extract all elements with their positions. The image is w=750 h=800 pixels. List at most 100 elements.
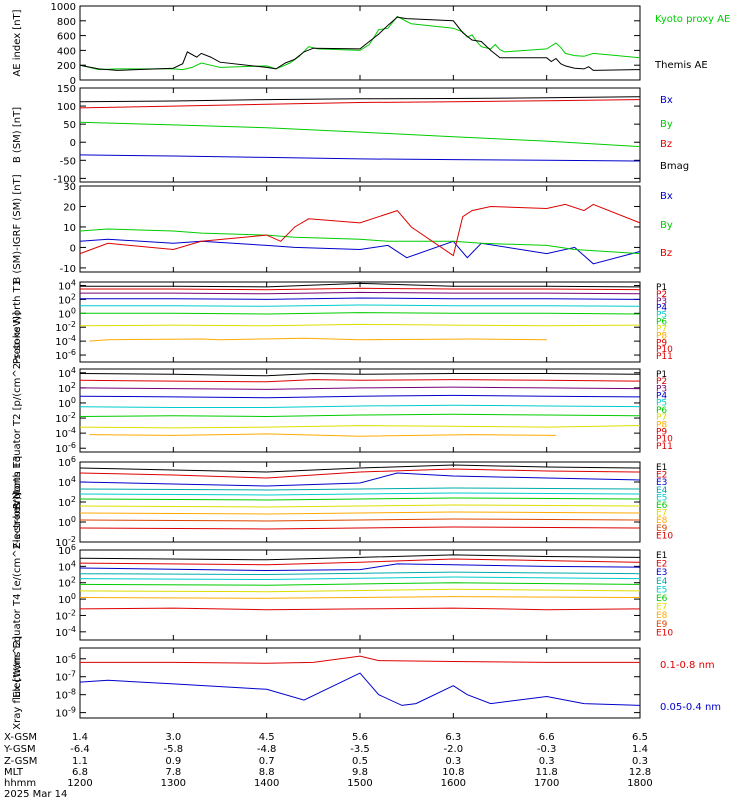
ephemeris-value: 1200 xyxy=(67,778,92,789)
y-tick-label: 30 xyxy=(63,182,76,193)
legend-e3: E3 xyxy=(656,478,667,488)
y-tick-label: 100 xyxy=(58,592,76,606)
legend-p1: P1 xyxy=(656,283,667,293)
y-tick-label: 106 xyxy=(58,543,76,557)
y-tick-label: 10-6 xyxy=(55,441,76,455)
panel-frame xyxy=(79,185,641,273)
legend-p4: P4 xyxy=(656,304,667,314)
y-tick-label: 10-4 xyxy=(55,426,76,440)
legend-bz: Bz xyxy=(660,139,672,150)
y-tick-label: 600 xyxy=(57,32,76,43)
legend-p8: P8 xyxy=(656,331,667,341)
legend-e1: E1 xyxy=(656,551,667,561)
series-line-bz xyxy=(79,99,641,109)
ephemeris-value: 9.8 xyxy=(352,767,368,778)
y-tick-label: 10-8 xyxy=(55,688,76,702)
y-tick-label: 0 xyxy=(70,76,76,87)
legend-e7: E7 xyxy=(656,603,667,613)
y-tick-label: 104 xyxy=(58,475,76,489)
y-tick-label: 10-2 xyxy=(55,411,76,425)
series-line-e6 xyxy=(79,497,641,501)
ephemeris-value: 0.3 xyxy=(539,756,555,767)
series-line-p3 xyxy=(79,386,641,390)
legend-xray-1: 0.1-0.8 nm xyxy=(660,660,715,671)
series-line-e4 xyxy=(79,571,641,576)
ephemeris-value: 6.8 xyxy=(72,767,88,778)
legend-e2: E2 xyxy=(656,560,667,570)
legend-p7: P7 xyxy=(656,413,667,423)
series-line-0-1-0-8-nm xyxy=(80,655,640,664)
y-tick-label: 100 xyxy=(58,396,76,410)
series-line-e8 xyxy=(79,596,641,599)
series-line-e5 xyxy=(79,492,641,496)
panel-6: 106 104 102 100 10-2 Electrons North T3 E1E2E3… xyxy=(12,455,673,549)
y-tick-label: 102 xyxy=(58,576,76,590)
series-line-p4 xyxy=(80,297,641,300)
legend-p10: P10 xyxy=(656,345,673,355)
series-line-e10 xyxy=(79,526,641,530)
ephemeris-row-label: X-GSM xyxy=(4,732,37,743)
series-line-e7 xyxy=(79,504,641,508)
legend-bz: Bz xyxy=(660,248,672,259)
ephemeris-value: -3.5 xyxy=(350,744,370,755)
ephemeris-value: 6.3 xyxy=(445,732,461,743)
legend-e6: E6 xyxy=(656,501,668,511)
y-axis-label: Electrons Equator T4 [e/(cm^2-s-sr-keV)] xyxy=(12,492,23,698)
series-line-e5 xyxy=(79,576,641,581)
y-axis-label: Protons Equator T2 [p/(cm^2-s-sr-keV)] xyxy=(12,312,23,509)
panel-2: -100 -50 0 50 100 150 B (SM) [nT] Bx By Bz Bmag xyxy=(12,84,689,185)
ephemeris-value: 1600 xyxy=(441,778,466,789)
legend-p4: P4 xyxy=(656,392,667,402)
legend-bx: Bx xyxy=(660,95,673,106)
legend-p5: P5 xyxy=(656,399,667,409)
y-tick-label: 800 xyxy=(57,17,76,28)
ephemeris-value: 6.6 xyxy=(539,732,555,743)
y-tick-label: 100 xyxy=(58,515,76,529)
legend-e5: E5 xyxy=(656,585,667,595)
series-line-0-05-0-4-nm xyxy=(79,672,641,706)
ephemeris-value: 0.5 xyxy=(352,756,368,767)
legend-p1: P1 xyxy=(656,370,667,380)
legend-e3: E3 xyxy=(656,568,667,578)
legend-bx: Bx xyxy=(660,191,673,202)
series-line-e2 xyxy=(79,468,641,479)
ephemeris-value: 7.8 xyxy=(165,767,181,778)
ephemeris-row-label: Z-GSM xyxy=(4,756,37,767)
ephemeris-value: 1500 xyxy=(347,778,372,789)
legend-e10: E10 xyxy=(656,628,673,638)
series-line-p5 xyxy=(79,404,641,408)
ephemeris-value: 3.0 xyxy=(165,732,181,743)
legend-e9: E9 xyxy=(656,620,668,630)
ephemeris-value: 8.8 xyxy=(259,767,275,778)
ephemeris-value: 1400 xyxy=(254,778,279,789)
legend-by: By xyxy=(660,220,673,231)
series-line-e3 xyxy=(79,472,641,487)
y-tick-label: 10-2 xyxy=(55,535,76,549)
ephemeris-value: 10.8 xyxy=(442,767,464,778)
legend-p6: P6 xyxy=(656,406,667,416)
legend-p10: P10 xyxy=(656,435,673,445)
panel-8: 10-6 10-7 10-8 10-9 Xray flux [W/m^2] 0.1-0.8… xyxy=(12,636,721,730)
y-tick-label: 0 xyxy=(70,243,76,254)
legend-e10: E10 xyxy=(656,531,673,541)
legend-e8: E8 xyxy=(656,516,668,526)
legend-bmag: Bmag xyxy=(660,161,689,172)
series-line-bx xyxy=(79,238,641,265)
legend-p2: P2 xyxy=(656,290,667,300)
ephemeris-row-label: MLT xyxy=(4,767,24,778)
y-tick-label: 100 xyxy=(57,102,76,113)
panel-1: 0 200 400 600 800 1000 AE index [nT] Kyoto prox… xyxy=(12,2,730,87)
ephemeris-value: 11.8 xyxy=(536,767,558,778)
series-line-e1 xyxy=(79,464,641,473)
ephemeris-value: 5.6 xyxy=(352,732,368,743)
legend-e4: E4 xyxy=(656,577,668,587)
y-tick-label: 200 xyxy=(57,61,76,72)
legend-p3: P3 xyxy=(656,297,667,307)
series-line-p1 xyxy=(79,372,641,377)
legend-themis-ae: Themis AE xyxy=(654,60,708,71)
y-tick-label: 10-9 xyxy=(55,706,76,720)
series-line-p8 xyxy=(89,433,557,437)
ephemeris-value: 1.4 xyxy=(632,744,648,755)
